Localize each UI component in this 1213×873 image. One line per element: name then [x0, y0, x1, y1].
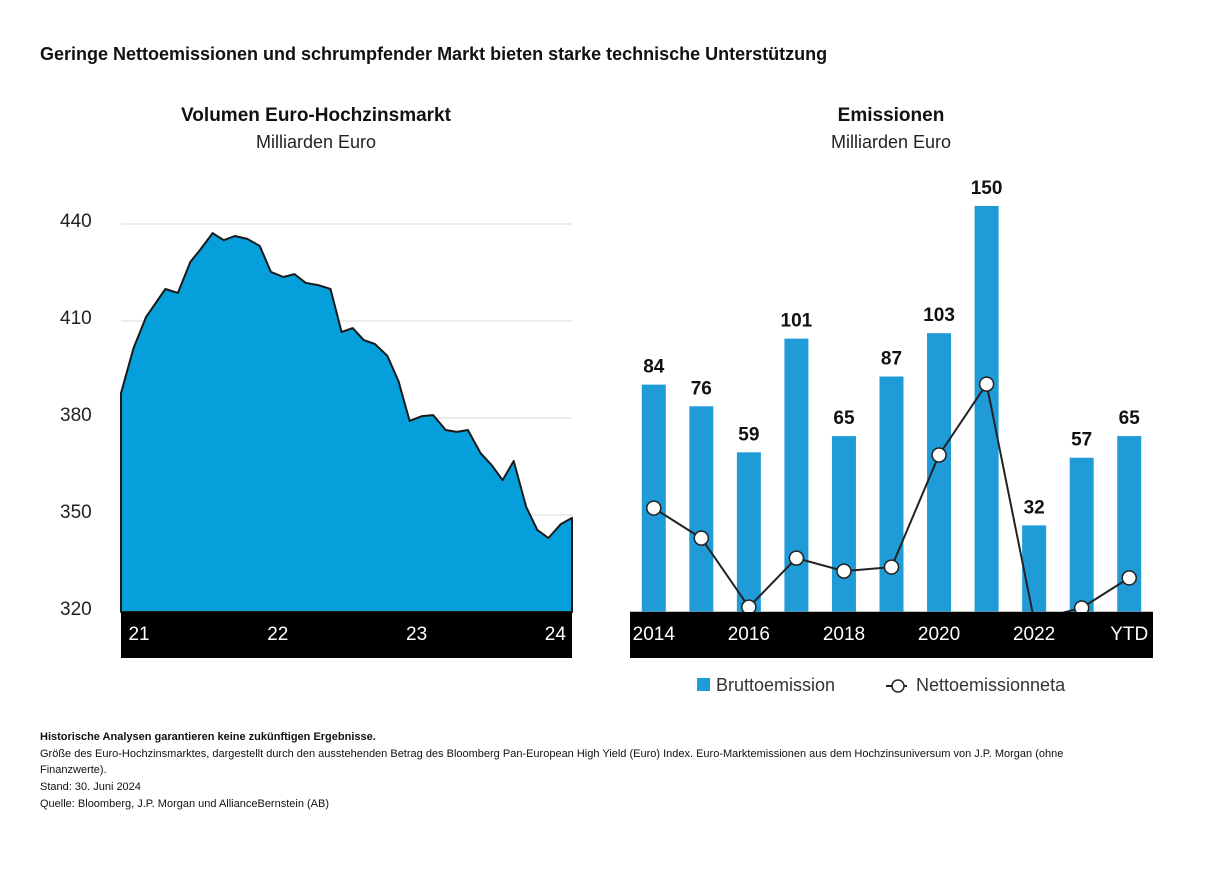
- chart-subtitle: Milliarden Euro: [256, 132, 376, 152]
- line-point: [836, 563, 852, 579]
- value-label: 59: [738, 424, 759, 445]
- value-label: 150: [971, 178, 1003, 199]
- x-tick-label: YTD: [1110, 624, 1148, 645]
- line-point: [978, 376, 995, 392]
- value-label: 103: [923, 305, 955, 326]
- bar: [879, 376, 904, 612]
- line-point: [883, 559, 900, 575]
- y-tick-label: 350: [60, 502, 92, 523]
- bar: [1069, 457, 1094, 612]
- footnote: Stand: 30. Juni 2024: [40, 781, 141, 793]
- chart-subtitle: Milliarden Euro: [831, 132, 951, 152]
- x-tick-label: 2014: [633, 624, 676, 645]
- line-point: [693, 530, 710, 546]
- bar: [641, 384, 666, 612]
- x-tick-label: 22: [267, 624, 288, 645]
- bar: [784, 338, 809, 612]
- bar: [1022, 525, 1047, 612]
- chart-title: Emissionen: [838, 105, 945, 126]
- legend-swatch: [891, 679, 905, 693]
- y-tick-label: 380: [60, 405, 92, 426]
- x-tick-label: 23: [406, 624, 427, 645]
- page-title: Geringe Nettoemissionen und schrumpfende…: [40, 44, 827, 64]
- footnote: Finanzwerte).: [40, 764, 107, 776]
- line-point: [931, 447, 947, 463]
- y-tick-label: 440: [60, 211, 92, 232]
- area: [120, 232, 573, 613]
- chart-title: Volumen Euro-Hochzinsmarkt: [181, 105, 452, 126]
- value-label: 101: [781, 311, 813, 332]
- footnote: Größe des Euro-Hochzinsmarktes, dargeste…: [40, 748, 1063, 760]
- bar: [974, 206, 999, 612]
- value-label: 76: [691, 378, 712, 399]
- y-tick-label: 410: [60, 308, 92, 329]
- x-tick-label: 2016: [728, 624, 770, 645]
- value-label: 32: [1024, 497, 1045, 518]
- bar: [689, 406, 714, 612]
- footnote: Quelle: Bloomberg, J.P. Morgan und Allia…: [40, 798, 329, 810]
- footnote: Historische Analysen garantieren keine z…: [40, 731, 376, 743]
- x-tick-label: 24: [545, 624, 567, 645]
- x-tick-label: 21: [128, 624, 149, 645]
- bar: [736, 452, 761, 612]
- value-label: 65: [1119, 408, 1141, 429]
- value-label: 65: [833, 408, 855, 429]
- y-tick-label: 320: [60, 599, 92, 620]
- legend-swatch: [697, 678, 710, 691]
- x-tick-label: 2018: [823, 624, 865, 645]
- line-point: [646, 500, 662, 516]
- x-tick-label: 2022: [1013, 624, 1055, 645]
- x-axis-band: [121, 612, 572, 658]
- x-axis-band: [630, 612, 1153, 658]
- line-point: [788, 550, 805, 566]
- value-label: 57: [1071, 430, 1092, 451]
- x-tick-label: 2020: [918, 624, 960, 645]
- legend-label: Bruttoemission: [716, 675, 835, 695]
- legend-label: Nettoemissionneta: [916, 675, 1066, 695]
- line-point: [1121, 570, 1137, 586]
- bar: [831, 436, 856, 612]
- value-label: 87: [881, 349, 902, 370]
- value-label: 84: [643, 357, 665, 378]
